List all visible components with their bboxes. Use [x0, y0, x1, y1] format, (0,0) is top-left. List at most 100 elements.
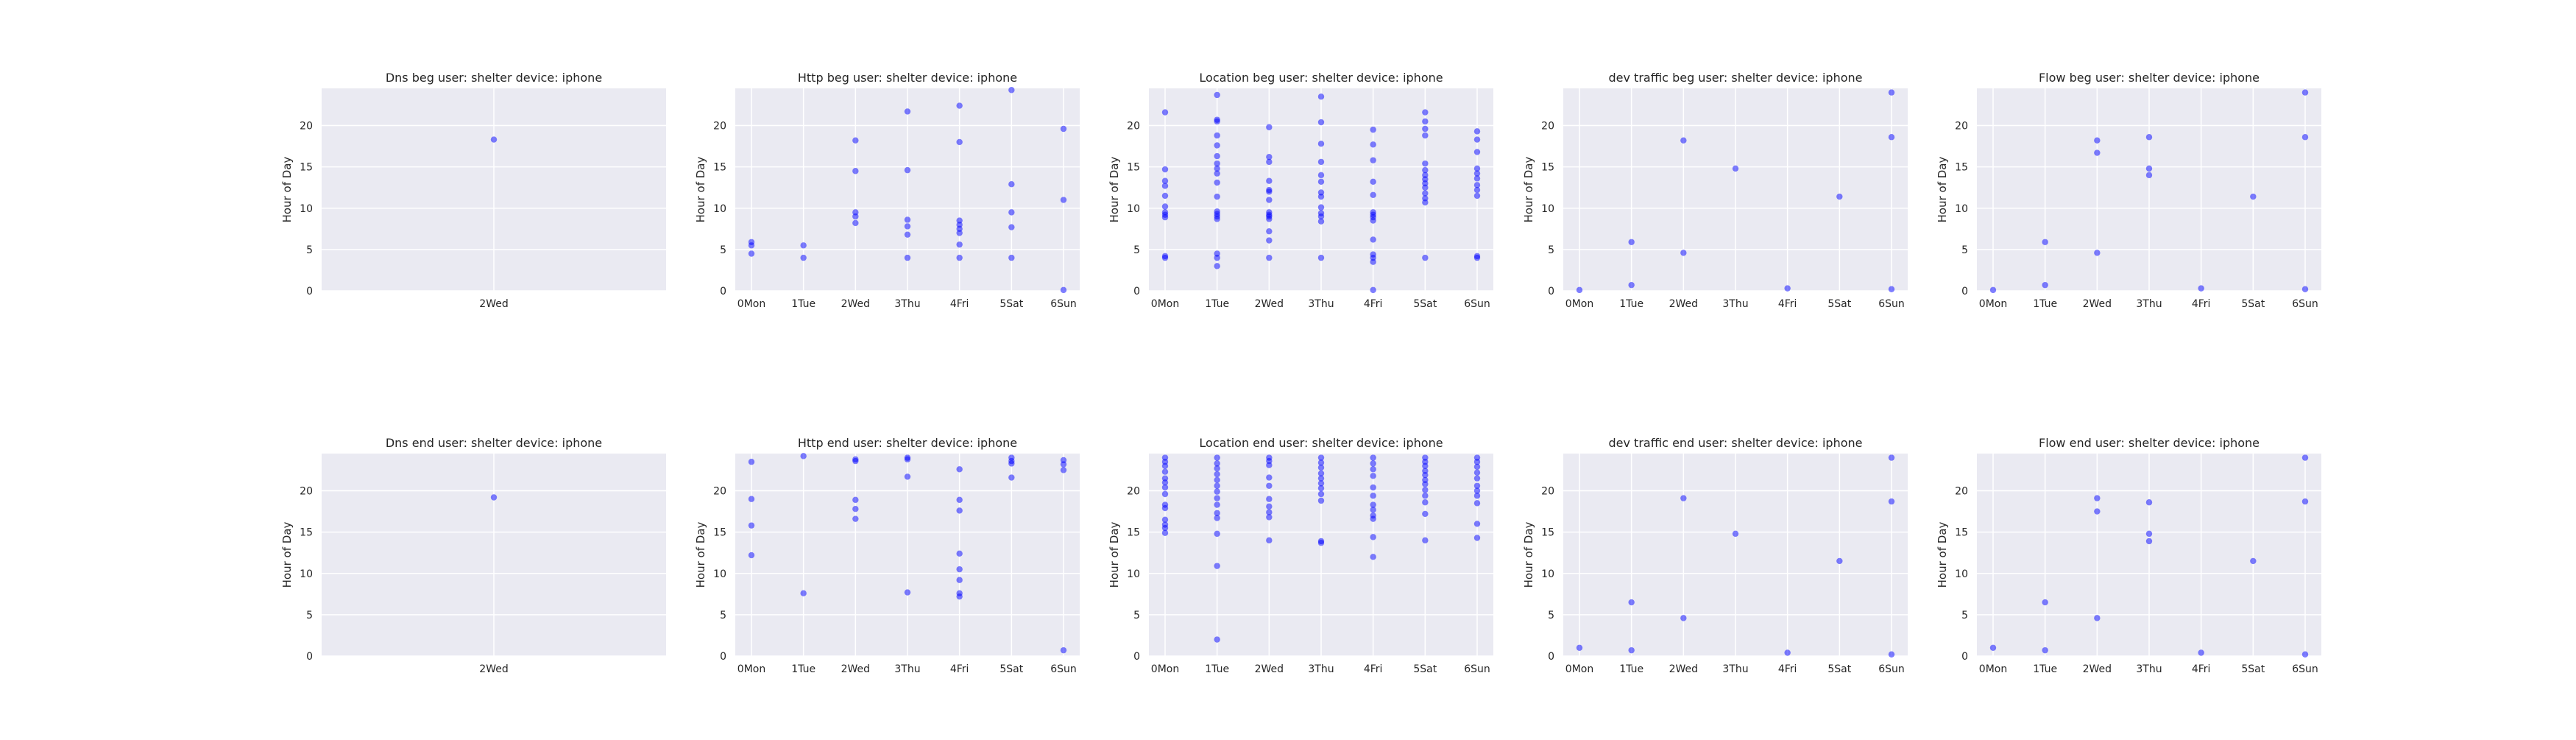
data-point: [1161, 468, 1169, 475]
data-point: [1473, 186, 1481, 194]
data-point: [1008, 209, 1015, 216]
y-tick-label: 0: [1961, 651, 1968, 663]
data-point: [2145, 530, 2153, 538]
y-tick-label: 5: [720, 610, 726, 621]
data-point: [1266, 462, 1273, 468]
data-point: [1370, 554, 1376, 560]
data-point: [1680, 495, 1687, 501]
chart-title: Location beg user: shelter device: iphon…: [1199, 71, 1443, 85]
data-point: [2042, 646, 2048, 654]
y-tick-label: 20: [1541, 121, 1554, 133]
data-point: [1266, 188, 1273, 195]
x-tick-label: 1Tue: [1205, 663, 1229, 675]
chart-title: Location end user: shelter device: iphon…: [1199, 436, 1443, 450]
subplot: 0 5 10 15 20 2Wed Dns end user: shelter device…: [280, 436, 666, 675]
data-point: [956, 230, 963, 236]
data-point: [1422, 499, 1429, 506]
data-point: [2250, 193, 2257, 200]
data-point: [2145, 134, 2153, 141]
data-point: [2301, 651, 2309, 658]
data-point: [1266, 509, 1273, 515]
x-tick-label: 6Sun: [1050, 298, 1077, 310]
data-point: [1008, 181, 1015, 188]
data-point: [1214, 118, 1220, 125]
data-point: [1214, 152, 1220, 160]
y-tick-label: 15: [1127, 527, 1140, 539]
data-point: [1370, 493, 1376, 499]
data-point: [1422, 462, 1429, 470]
data-point: [1422, 487, 1429, 493]
y-tick-label: 5: [1961, 610, 1968, 621]
y-tick-label: 20: [300, 121, 313, 133]
data-point: [1317, 475, 1325, 482]
x-tick-label: 2Wed: [2083, 663, 2112, 675]
y-tick-label: 15: [1955, 527, 1968, 539]
data-point: [1161, 166, 1169, 173]
data-point: [1266, 254, 1273, 261]
y-tick-label: 10: [1541, 568, 1554, 580]
data-point: [1473, 170, 1481, 177]
chart-title: Dns end user: shelter device: iphone: [386, 436, 602, 450]
data-point: [1422, 160, 1429, 167]
data-point: [852, 506, 859, 512]
data-point: [1370, 157, 1376, 163]
data-point: [1266, 228, 1273, 235]
x-tick-label: 5Sat: [999, 663, 1023, 675]
data-point: [2198, 649, 2204, 656]
data-point: [956, 466, 963, 473]
x-tick-label: 4Fri: [2192, 298, 2211, 310]
x-tick-label: 5Sat: [1413, 298, 1437, 310]
data-point: [1214, 482, 1220, 489]
data-point: [904, 589, 911, 596]
data-point: [1317, 158, 1325, 166]
data-point: [1422, 125, 1429, 133]
data-point: [1317, 213, 1325, 220]
y-tick-label: 0: [306, 651, 313, 663]
x-tick-label: 1Tue: [791, 663, 815, 675]
data-point: [1214, 160, 1220, 167]
data-point: [1317, 454, 1325, 461]
x-tick-label: 6Sun: [1050, 663, 1077, 675]
x-tick-label: 1Tue: [1619, 298, 1643, 310]
x-tick-label: 3Thu: [1308, 298, 1334, 310]
data-point: [1214, 495, 1220, 501]
data-point: [1473, 192, 1481, 200]
data-point: [2301, 454, 2309, 461]
x-tick-label: 0Mon: [1565, 663, 1593, 675]
y-tick-label: 10: [1955, 203, 1968, 215]
data-point: [800, 254, 807, 261]
data-point: [956, 550, 963, 557]
x-tick-label: 4Fri: [1778, 298, 1797, 310]
data-point: [1161, 214, 1169, 221]
x-tick-label: 1Tue: [791, 298, 815, 310]
subplot: 0 5 10 15 20 0Mon 1Tue 2Wed 3Thu 4Fri 5Sat 6Sun Loca…: [1108, 71, 1493, 310]
data-point: [1370, 454, 1376, 461]
data-point: [1214, 510, 1220, 517]
data-point: [1060, 467, 1067, 473]
x-tick-label: 2Wed: [1669, 298, 1698, 310]
data-point: [852, 213, 859, 220]
data-point: [1161, 254, 1169, 261]
y-tick-label: 0: [1133, 286, 1140, 297]
data-point: [1266, 124, 1273, 130]
chart-title: dev traffic end user: shelter device: ip…: [1609, 436, 1863, 450]
data-point: [1576, 286, 1583, 294]
data-point: [1214, 170, 1220, 177]
y-tick-label: 5: [306, 610, 313, 621]
data-point: [1370, 178, 1376, 186]
data-point: [1008, 460, 1015, 467]
y-tick-label: 5: [1548, 610, 1554, 621]
x-tick-label: 6Sun: [1464, 298, 1490, 310]
data-point: [1008, 224, 1015, 230]
data-point: [852, 457, 859, 465]
data-point: [1784, 285, 1791, 292]
data-point: [1473, 136, 1481, 143]
data-point: [1370, 466, 1376, 473]
data-point: [852, 496, 859, 504]
data-point: [1266, 153, 1273, 161]
y-axis-label: Hour of Day: [1522, 157, 1535, 223]
chart-title: Flow beg user: shelter device: iphone: [2039, 71, 2260, 85]
data-point: [1266, 237, 1273, 244]
y-axis-label: Hour of Day: [280, 522, 294, 588]
